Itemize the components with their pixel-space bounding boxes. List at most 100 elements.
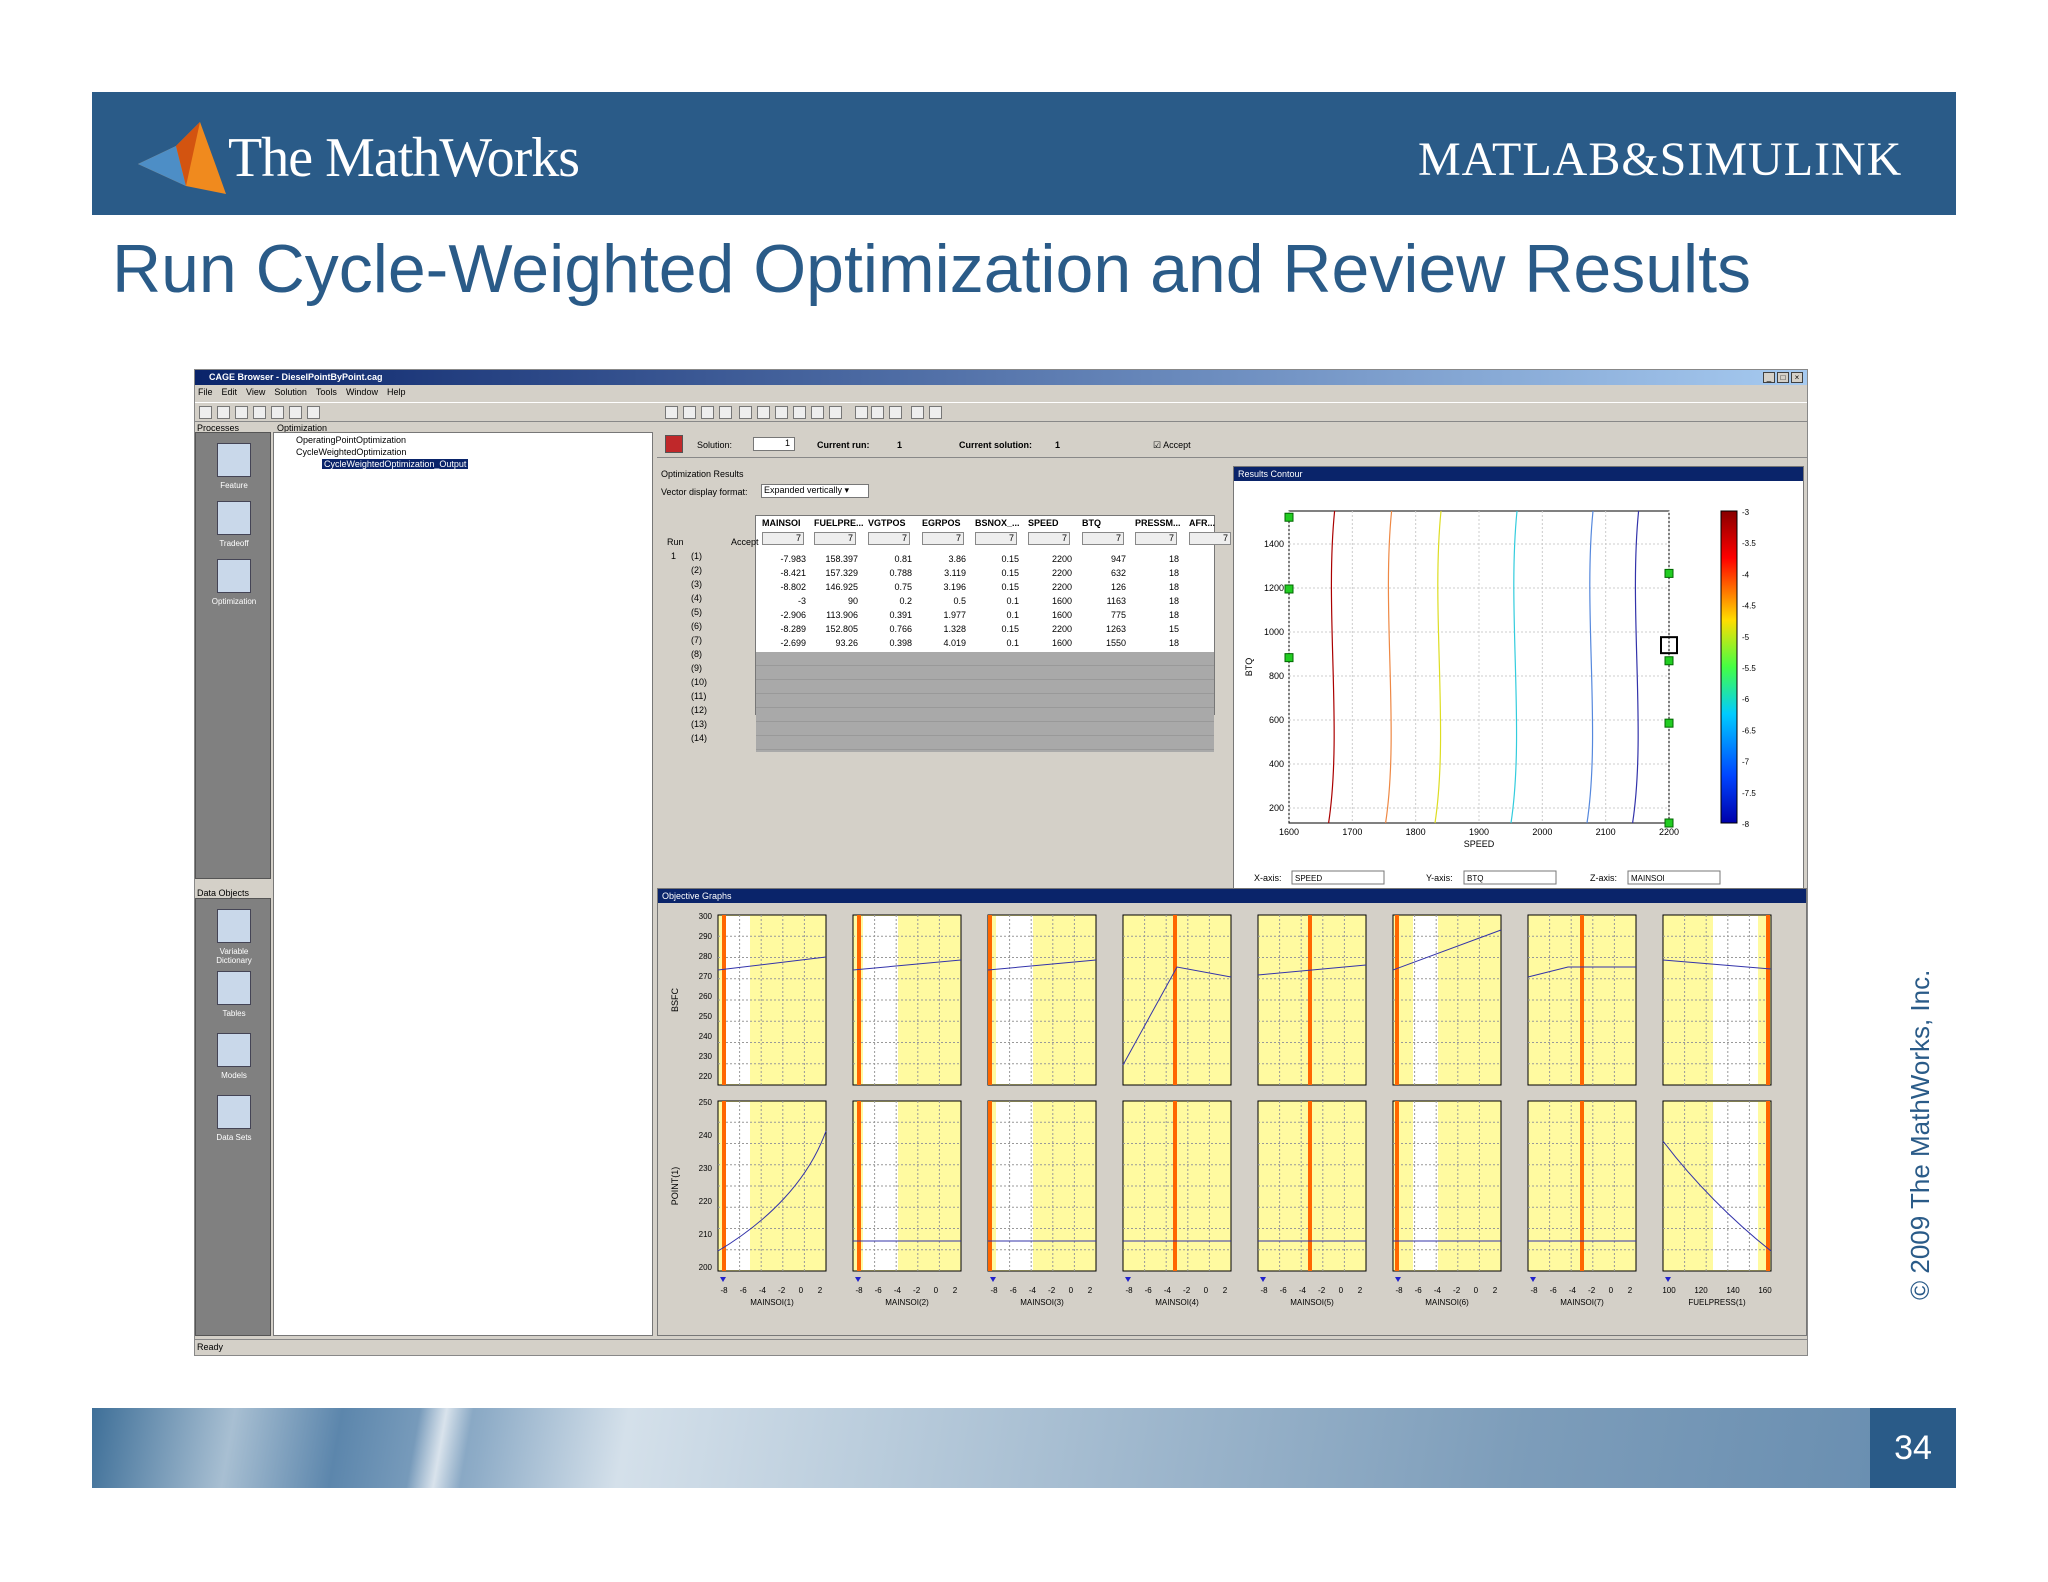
table-cell[interactable]: 0.15 bbox=[1001, 568, 1019, 578]
table-cell[interactable]: 1263 bbox=[1105, 624, 1126, 634]
table-cell[interactable]: 3.196 bbox=[943, 582, 966, 592]
table-cell[interactable]: 2200 bbox=[1051, 624, 1072, 634]
toolbar-button-icon[interactable] bbox=[855, 406, 868, 419]
column-header[interactable]: FUELPRE... bbox=[814, 518, 864, 528]
toolbar-button-icon[interactable] bbox=[307, 406, 320, 419]
table-cell[interactable]: 4.019 bbox=[943, 638, 966, 648]
objective-graph[interactable] bbox=[1257, 914, 1367, 1086]
table-cell[interactable]: 15 bbox=[1168, 624, 1179, 634]
toolbar-button-icon[interactable] bbox=[683, 406, 696, 419]
menu-item[interactable]: File bbox=[198, 387, 213, 397]
objective-graph[interactable] bbox=[1527, 1100, 1637, 1272]
toolbar-button-icon[interactable] bbox=[217, 406, 230, 419]
operating-point[interactable] bbox=[1284, 653, 1294, 663]
toolbar-button-icon[interactable] bbox=[811, 406, 824, 419]
menu-item[interactable]: View bbox=[246, 387, 266, 397]
table-cell[interactable]: 632 bbox=[1110, 568, 1126, 578]
table-cell[interactable]: 0.15 bbox=[1001, 582, 1019, 592]
table-cell[interactable]: -8.802 bbox=[780, 582, 806, 592]
table-cell[interactable]: -8.289 bbox=[780, 624, 806, 634]
table-cell[interactable]: 1550 bbox=[1105, 638, 1126, 648]
table-cell[interactable]: 3.86 bbox=[948, 554, 966, 564]
marker-icon[interactable] bbox=[1260, 1277, 1266, 1282]
column-spinner[interactable]: 7 bbox=[1028, 532, 1070, 545]
process-item[interactable]: Optimization bbox=[204, 559, 264, 606]
operating-point[interactable] bbox=[1284, 512, 1294, 522]
row-index[interactable]: (11) bbox=[691, 691, 707, 701]
objective-graph[interactable] bbox=[1257, 1100, 1367, 1272]
table-cell[interactable]: 0.1 bbox=[1006, 596, 1019, 606]
row-index[interactable]: (5) bbox=[691, 607, 702, 617]
objective-graph[interactable] bbox=[1392, 914, 1502, 1086]
table-cell[interactable]: 90 bbox=[847, 596, 858, 606]
toolbar-button-icon[interactable] bbox=[271, 406, 284, 419]
vector-format-select[interactable]: Expanded vertically ▾ bbox=[761, 484, 869, 498]
toolbar-button-icon[interactable] bbox=[871, 406, 884, 419]
table-cell[interactable]: 146.925 bbox=[825, 582, 858, 592]
close-button[interactable]: × bbox=[1791, 372, 1803, 383]
selected-point[interactable] bbox=[1660, 636, 1678, 655]
maximize-button[interactable]: □ bbox=[1777, 372, 1789, 383]
table-cell[interactable]: 1.328 bbox=[943, 624, 966, 634]
row-index[interactable]: (1) bbox=[691, 551, 702, 561]
toolbar-button-icon[interactable] bbox=[199, 406, 212, 419]
objective-graph[interactable] bbox=[1392, 1100, 1502, 1272]
row-index[interactable]: (13) bbox=[691, 719, 708, 729]
marker-icon[interactable] bbox=[990, 1277, 996, 1282]
solution-spinner[interactable]: 1 bbox=[753, 437, 795, 451]
table-cell[interactable]: 0.15 bbox=[1001, 624, 1019, 634]
table-cell[interactable]: 775 bbox=[1110, 610, 1126, 620]
toolbar-button-icon[interactable] bbox=[829, 406, 842, 419]
table-cell[interactable]: -7.983 bbox=[780, 554, 806, 564]
row-index[interactable]: (6) bbox=[691, 621, 702, 631]
toolbar-button-icon[interactable] bbox=[911, 406, 924, 419]
operating-point[interactable] bbox=[1664, 568, 1674, 578]
objective-graph[interactable] bbox=[717, 914, 827, 1086]
row-index[interactable]: (2) bbox=[691, 565, 702, 575]
axis-selector[interactable]: MAINSOI bbox=[1627, 870, 1721, 885]
objective-graph[interactable] bbox=[1122, 914, 1232, 1086]
table-cell[interactable]: 0.391 bbox=[889, 610, 912, 620]
table-cell[interactable]: 2200 bbox=[1051, 582, 1072, 592]
axis-selector[interactable]: SPEED bbox=[1291, 870, 1385, 885]
marker-icon[interactable] bbox=[1530, 1277, 1536, 1282]
table-cell[interactable]: 18 bbox=[1168, 596, 1179, 606]
column-spinner[interactable]: 7 bbox=[1082, 532, 1124, 545]
table-cell[interactable]: 18 bbox=[1168, 582, 1179, 592]
table-cell[interactable]: 18 bbox=[1168, 610, 1179, 620]
column-spinner[interactable]: 7 bbox=[975, 532, 1017, 545]
toolbar-button-icon[interactable] bbox=[775, 406, 788, 419]
process-item[interactable]: Tradeoff bbox=[204, 501, 264, 548]
row-index[interactable]: (4) bbox=[691, 593, 702, 603]
table-cell[interactable]: 18 bbox=[1168, 568, 1179, 578]
objective-graph[interactable] bbox=[987, 914, 1097, 1086]
table-cell[interactable]: 0.1 bbox=[1006, 638, 1019, 648]
toolbar-button-icon[interactable] bbox=[889, 406, 902, 419]
table-cell[interactable]: 113.906 bbox=[826, 610, 858, 620]
table-cell[interactable]: 3.119 bbox=[944, 568, 966, 578]
objective-graph[interactable] bbox=[852, 914, 962, 1086]
row-index[interactable]: (3) bbox=[691, 579, 702, 589]
minimize-button[interactable]: _ bbox=[1763, 372, 1775, 383]
table-cell[interactable]: 0.788 bbox=[889, 568, 912, 578]
data-object-item[interactable]: Models bbox=[204, 1033, 264, 1080]
marker-icon[interactable] bbox=[1665, 1277, 1671, 1282]
column-header[interactable]: PRESSM... bbox=[1135, 518, 1181, 528]
row-index[interactable]: (9) bbox=[691, 663, 702, 673]
data-object-item[interactable]: Tables bbox=[204, 971, 264, 1018]
column-spinner[interactable]: 7 bbox=[814, 532, 856, 545]
objective-graph[interactable] bbox=[987, 1100, 1097, 1272]
table-cell[interactable]: 18 bbox=[1168, 638, 1179, 648]
table-cell[interactable]: -3 bbox=[797, 596, 806, 606]
table-cell[interactable]: 0.15 bbox=[1001, 554, 1019, 564]
column-spinner[interactable]: 7 bbox=[922, 532, 964, 545]
objective-graph[interactable] bbox=[1662, 914, 1772, 1086]
marker-icon[interactable] bbox=[855, 1277, 861, 1282]
table-cell[interactable]: 0.2 bbox=[899, 596, 912, 606]
table-cell[interactable]: -2.699 bbox=[780, 638, 806, 648]
row-index[interactable]: (14) bbox=[691, 733, 708, 743]
table-cell[interactable]: 1.977 bbox=[943, 610, 966, 620]
table-cell[interactable]: 126 bbox=[1110, 582, 1126, 592]
menu-item[interactable]: Window bbox=[345, 387, 378, 397]
table-cell[interactable]: 1600 bbox=[1051, 610, 1072, 620]
